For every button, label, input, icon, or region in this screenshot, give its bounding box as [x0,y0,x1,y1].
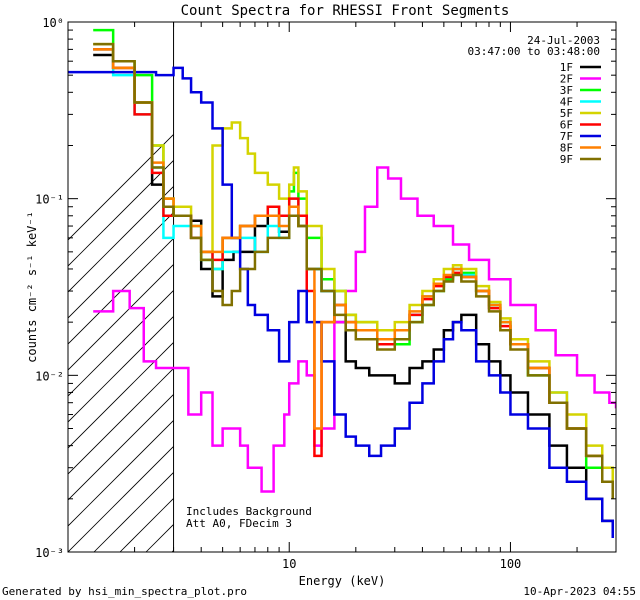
series-line-5F [93,42,614,482]
chart-title: Count Spectra for RHESSI Front Segments [181,3,510,19]
series-line-9F [93,42,614,499]
time-range-label: 03:47:00 to 03:48:00 [468,45,600,58]
hatch-line [510,22,640,552]
date-label: 24-Jul-2003 [527,34,600,47]
x-axis-label: Energy (keV) [299,574,386,588]
hatched-region [68,22,640,552]
legend-label: 4F [560,96,573,109]
hatch-line [68,211,174,319]
legend-label: 1F [560,61,573,74]
plot-frame [67,21,617,553]
footer-timestamp: 10-Apr-2023 04:55 [523,585,636,598]
legend-label: 7F [560,130,573,143]
hatch-line [68,289,174,397]
hatch-line [198,22,640,552]
y-tick-label: 10⁻¹ [35,193,64,207]
hatch-line [68,159,174,267]
x-tick-label: 100 [500,557,522,571]
annotation-background: Includes Background [186,505,312,518]
legend-label: 5F [560,107,573,120]
series-line-7F [68,66,614,539]
hatch-line [68,445,174,552]
series-line-8F [93,48,614,499]
series-lines [68,28,616,539]
hatch-line [224,22,640,552]
x-tick-label: 10 [282,557,296,571]
legend-label: 9F [560,153,573,166]
legend-label: 8F [560,142,573,155]
hatch-line [432,22,640,552]
annotation-attenuator: Att A0, FDecim 3 [186,517,292,530]
axis-ticks [67,21,617,553]
footer-generated-by: Generated by hsi_min_spectra_plot.pro [2,585,247,598]
y-tick-label: 10⁰ [42,16,64,30]
legend-label: 3F [560,84,573,97]
hatch-line [68,237,174,345]
y-tick-label: 10⁻³ [35,546,64,560]
y-axis-label: counts cm⁻² s⁻¹ keV⁻¹ [25,211,39,363]
hatch-line [68,263,174,371]
hatch-line [68,315,174,423]
hatch-line [614,22,640,552]
series-line-4F [93,48,614,499]
hatch-line [68,419,174,527]
series-line-1F [93,53,614,532]
legend-label: 6F [560,119,573,132]
hatch-line [68,393,174,501]
series-line-6F [93,48,614,499]
y-tick-label: 10⁻² [35,369,64,383]
hatch-line [68,367,174,475]
hatch-line [68,185,174,293]
legend-label: 2F [560,73,573,86]
